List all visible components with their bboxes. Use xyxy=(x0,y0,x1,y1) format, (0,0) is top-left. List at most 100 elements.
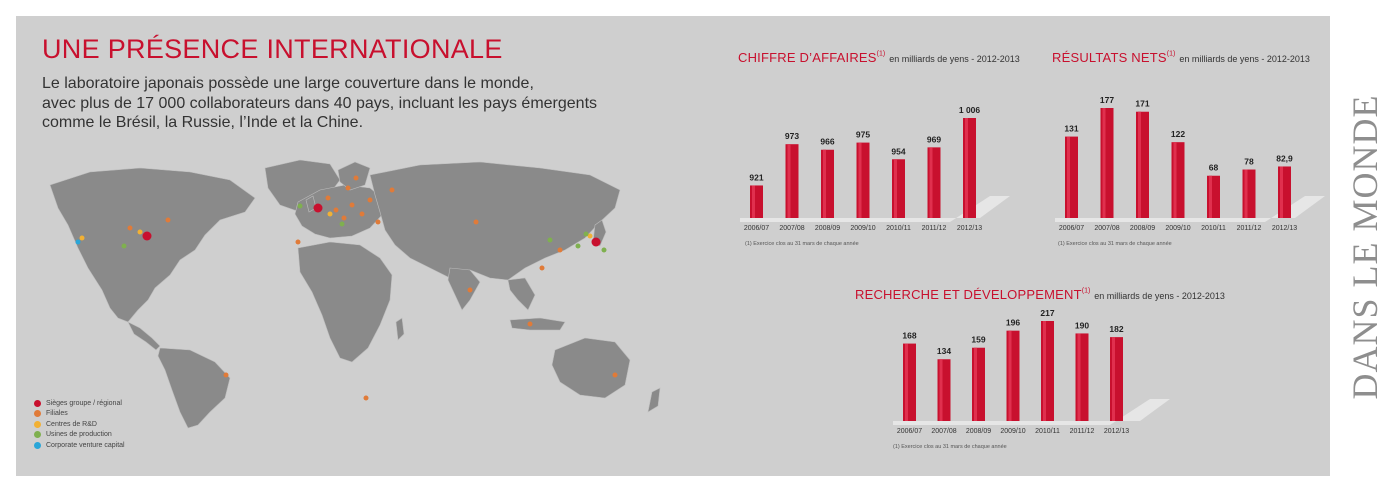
bar xyxy=(1075,333,1089,421)
subsidiary-dot xyxy=(341,215,347,221)
rnd-dot xyxy=(587,233,593,239)
subsidiary-dot xyxy=(353,175,359,181)
legend-item: Corporate venture capital xyxy=(34,440,125,451)
rnd-dot xyxy=(137,229,143,235)
chart-title: RECHERCHE ET DÉVELOPPEMENT xyxy=(855,287,1082,302)
bar-value-label: 921 xyxy=(749,172,763,182)
bar xyxy=(972,347,985,421)
central-america-shape xyxy=(127,321,161,351)
bar xyxy=(1110,337,1123,421)
bar-value-label: 168 xyxy=(902,331,916,341)
rnd-dot xyxy=(327,211,333,217)
bar-value-label: 954 xyxy=(891,146,905,156)
x-tick-label: 2006/07 xyxy=(897,428,922,435)
bar-highlight xyxy=(1102,108,1106,218)
bar-highlight xyxy=(1209,175,1212,218)
x-tick-label: 2011/12 xyxy=(1237,225,1262,232)
bar xyxy=(927,147,941,218)
bar-highlight xyxy=(1173,142,1177,218)
bar-value-label: 190 xyxy=(1075,320,1089,330)
factory-dot xyxy=(547,237,553,243)
bar-highlight xyxy=(894,159,897,218)
bar-highlight xyxy=(1043,321,1046,421)
x-tick-label: 2007/08 xyxy=(779,225,804,232)
subsidiary-dot xyxy=(467,287,473,293)
page-title: UNE PRÉSENCE INTERNATIONALE xyxy=(42,34,503,64)
x-tick-label: 2010/11 xyxy=(886,225,911,232)
bar-highlight xyxy=(1112,337,1115,421)
subsidiary-dot xyxy=(223,372,229,378)
chart-footnote: (1) Exercice clos au 31 mars de chaque a… xyxy=(893,444,1007,450)
bar-highlight xyxy=(1280,166,1283,218)
factory-dot xyxy=(583,231,589,237)
bar-highlight xyxy=(752,185,755,218)
bar-highlight xyxy=(905,343,908,421)
bar xyxy=(1041,321,1054,421)
bar-highlight xyxy=(858,142,862,218)
hq-dot-europe xyxy=(313,203,323,213)
intro-text: Le laboratoire japonais possède une larg… xyxy=(42,74,642,133)
legend-label: Corporate venture capital xyxy=(46,441,125,449)
scandinavia-shape xyxy=(337,161,371,191)
bar xyxy=(856,142,870,218)
bar xyxy=(963,118,976,218)
legend-label: Filiales xyxy=(46,410,68,418)
factory-dot xyxy=(339,221,345,227)
bar xyxy=(1278,166,1291,218)
bar-value-label: 78 xyxy=(1244,157,1254,167)
new-zealand-shape xyxy=(647,387,661,413)
side-title: DANS LE MONDE xyxy=(1345,94,1385,400)
legend-dot-icon xyxy=(34,420,41,428)
bar-value-label: 975 xyxy=(856,130,870,140)
bar xyxy=(1006,330,1020,421)
bar xyxy=(1207,175,1220,218)
bar-value-label: 82,9 xyxy=(1276,153,1293,163)
bar-value-label: 68 xyxy=(1209,163,1219,173)
chart-floor-shadow xyxy=(893,399,1170,425)
bar-value-label: 966 xyxy=(820,137,834,147)
legend-item: Usines de production xyxy=(34,430,125,441)
bar xyxy=(1242,169,1256,218)
intro-line: comme le Brésil, la Russie, l’Inde et la… xyxy=(42,114,364,131)
bar xyxy=(750,185,763,218)
side-title-band: DANS LE MONDE xyxy=(1340,22,1390,472)
bar-value-label: 1 006 xyxy=(959,105,981,115)
factory-dot xyxy=(575,243,581,249)
chart-unit: en milliards de yens - 2012-2013 xyxy=(1179,54,1310,64)
africa-shape xyxy=(297,241,393,363)
legend-label: Centres de R&D xyxy=(46,420,97,428)
chart-title: RÉSULTATS NETS xyxy=(1052,50,1167,65)
southeast-asia-shape xyxy=(507,277,536,311)
subsidiary-dot xyxy=(473,219,479,225)
x-tick-label: 2009/10 xyxy=(1000,428,1025,435)
bar-value-label: 122 xyxy=(1171,129,1185,139)
chart-header: CHIFFRE D’AFFAIRES(1) en milliards de yen… xyxy=(738,49,1020,67)
factory-dot xyxy=(601,247,607,253)
factory-dot xyxy=(121,243,127,249)
subsidiary-dot xyxy=(295,239,301,245)
bar-value-label: 217 xyxy=(1040,308,1054,318)
bar-highlight xyxy=(974,347,977,421)
subsidiary-dot xyxy=(363,395,369,401)
bar-highlight xyxy=(929,147,933,218)
subsidiary-dot xyxy=(539,265,545,271)
chart-header: RÉSULTATS NETS(1) en milliards de yens - … xyxy=(1052,49,1310,67)
bar xyxy=(1171,142,1185,218)
india-shape xyxy=(447,267,481,311)
x-tick-label: 2009/10 xyxy=(850,225,875,232)
chart-unit: en milliards de yens - 2012-2013 xyxy=(1094,291,1225,301)
chart-title-note: (1) xyxy=(1166,50,1176,58)
bar xyxy=(903,343,916,421)
subsidiary-dot xyxy=(389,187,395,193)
bar xyxy=(892,159,905,218)
hq-dot-japan xyxy=(591,237,601,247)
bar-value-label: 171 xyxy=(1135,99,1149,109)
bar-chart: 921 2006/07 973 2007/08 966 2008/09 975 2009/10… xyxy=(740,105,1010,232)
subsidiary-dot xyxy=(333,207,339,213)
x-tick-label: 2008/09 xyxy=(815,225,840,232)
bar-value-label: 131 xyxy=(1064,124,1078,134)
x-tick-label: 2012/13 xyxy=(957,225,982,232)
x-tick-label: 2010/11 xyxy=(1201,225,1226,232)
x-tick-label: 2008/09 xyxy=(1130,225,1155,232)
bar-value-label: 973 xyxy=(785,131,799,141)
